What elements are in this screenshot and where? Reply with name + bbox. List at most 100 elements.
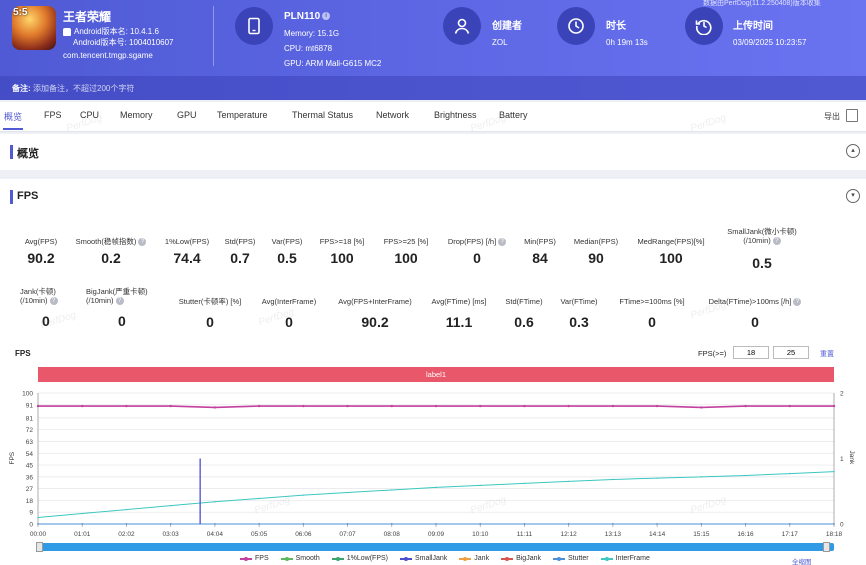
data-point-fps [36, 404, 40, 408]
slider-handle-left[interactable] [36, 542, 43, 552]
data-point-stutter [523, 523, 526, 525]
data-point-stutter [833, 523, 835, 525]
y-tick-label: 9 [29, 510, 33, 517]
legend-swatch [459, 556, 472, 561]
data-point-interframe [567, 480, 570, 483]
overview-collapse-button[interactable]: ▴ [846, 144, 860, 158]
reset-button[interactable]: 重置 [820, 351, 834, 358]
fps-threshold-input-2[interactable] [773, 346, 809, 359]
legend-item-stutter[interactable]: Stutter [552, 555, 589, 562]
time-range-slider[interactable] [38, 543, 834, 551]
device-gpu: GPU: ARM Mali-G615 MC2 [284, 59, 382, 68]
legend-label: SmallJank [414, 555, 448, 562]
y-right-tick-label: 2 [840, 391, 844, 398]
help-icon[interactable]: ? [138, 238, 147, 247]
android-icon [63, 27, 71, 36]
export-button[interactable]: 导出 [824, 112, 840, 121]
data-point-fps [700, 406, 703, 409]
data-point-interframe [37, 516, 39, 519]
help-icon[interactable]: ? [49, 297, 58, 306]
legend-item-1-low-fps-[interactable]: 1%Low(FPS) [331, 555, 388, 562]
data-point-stutter [169, 523, 172, 525]
fps-collapse-button[interactable]: ▾ [846, 189, 860, 203]
legend-item-interframe[interactable]: InterFrame [600, 555, 650, 562]
duration-value: 0h 19m 13s [606, 38, 648, 47]
y-right-axis-title: Jank [848, 451, 855, 465]
info-icon[interactable]: i [322, 12, 331, 21]
label-band[interactable]: label1 [38, 367, 834, 382]
data-point-interframe [744, 474, 747, 477]
slider-handle-right[interactable] [823, 542, 830, 552]
note-label: 备注: [12, 84, 31, 93]
tab-bar [0, 102, 866, 132]
data-point-fps [434, 404, 438, 408]
data-point-stutter [700, 523, 703, 525]
data-point-interframe [169, 504, 172, 507]
data-point-fps [832, 404, 836, 408]
fps-threshold-label: FPS(>=) [698, 349, 727, 358]
help-icon[interactable]: ? [772, 237, 781, 246]
tab-battery[interactable]: Battery [499, 110, 528, 120]
tab-memory[interactable]: Memory [120, 110, 153, 120]
data-point-stutter [391, 523, 393, 525]
tab-gpu[interactable]: GPU [177, 110, 197, 120]
data-point-interframe [833, 470, 835, 473]
tab-fps[interactable]: FPS [44, 110, 62, 120]
duration-label: 时长 [606, 21, 626, 32]
tab-thermal-status[interactable]: Thermal Status [292, 110, 354, 120]
tab-temperature[interactable]: Temperature [217, 110, 268, 120]
legend-swatch [501, 556, 514, 561]
help-icon[interactable]: ? [793, 298, 802, 307]
device-icon [235, 7, 273, 45]
creator-label: 创建者 [492, 21, 522, 32]
legend-label: Jank [474, 555, 490, 562]
data-point-stutter [567, 523, 570, 525]
legend-item-jank[interactable]: Jank [459, 555, 489, 562]
data-point-interframe [700, 476, 703, 478]
y-tick-label: 81 [26, 415, 34, 422]
x-tick-label: 12:12 [561, 531, 578, 538]
data-point-interframe [523, 482, 526, 485]
chart-title: FPS [15, 349, 31, 358]
data-point-stutter [744, 523, 747, 525]
note-input[interactable]: 添加备注，不超过200个字符 [33, 84, 135, 93]
user-icon [443, 7, 481, 45]
tab-cpu[interactable]: CPU [80, 110, 100, 120]
metric-medrange: MedRange(FPS)[%] 100 [637, 237, 705, 266]
app-name: 王者荣耀 [63, 10, 112, 24]
zoom-all-link[interactable]: 全缩图 [792, 559, 812, 565]
device-memory: Memory: 15.1G [284, 29, 340, 38]
legend-label: 1%Low(FPS) [346, 555, 388, 562]
y-axis-title: FPS [9, 451, 16, 464]
history-icon [685, 7, 723, 45]
data-point-fps [479, 404, 482, 408]
metric-big-jank: BigJank(严重卡顿) (/10min)? 0 [86, 287, 148, 330]
data-point-stutter [302, 523, 305, 525]
section-marker [10, 190, 13, 204]
tab-network[interactable]: Network [376, 110, 410, 120]
legend-item-fps[interactable]: FPS [240, 555, 269, 562]
data-point-fps [213, 406, 217, 409]
y-tick-label: 72 [26, 427, 34, 434]
legend-item-bigjank[interactable]: BigJank [501, 555, 541, 562]
data-point-fps [611, 404, 615, 408]
export-icon[interactable] [846, 109, 858, 122]
fps-chart[interactable]: 0 9 18 27 36 45 54 63 72 81 91 100 0 1 2 FPS Jank 00:00 01… [0, 385, 866, 543]
data-point-fps [655, 404, 659, 408]
tab-brightness[interactable]: Brightness [434, 110, 477, 120]
legend-swatch [280, 556, 293, 561]
legend-swatch [552, 556, 565, 561]
fps-threshold-input-1[interactable] [733, 346, 769, 359]
data-point-interframe [125, 508, 128, 511]
legend-item-smooth[interactable]: Smooth [280, 555, 320, 562]
help-icon[interactable]: ? [498, 238, 507, 247]
metric-avg-interframe: Avg(InterFrame) 0 [261, 297, 317, 330]
help-icon[interactable]: ? [115, 297, 124, 306]
tab-overview[interactable]: 概览 [4, 112, 23, 122]
x-tick-label: 10:10 [472, 531, 489, 538]
legend-item-smalljank[interactable]: SmallJank [399, 555, 448, 562]
data-point-stutter [435, 523, 437, 525]
data-point-stutter [656, 523, 658, 525]
x-tick-label: 09:09 [428, 531, 445, 538]
data-point-fps [744, 404, 747, 408]
